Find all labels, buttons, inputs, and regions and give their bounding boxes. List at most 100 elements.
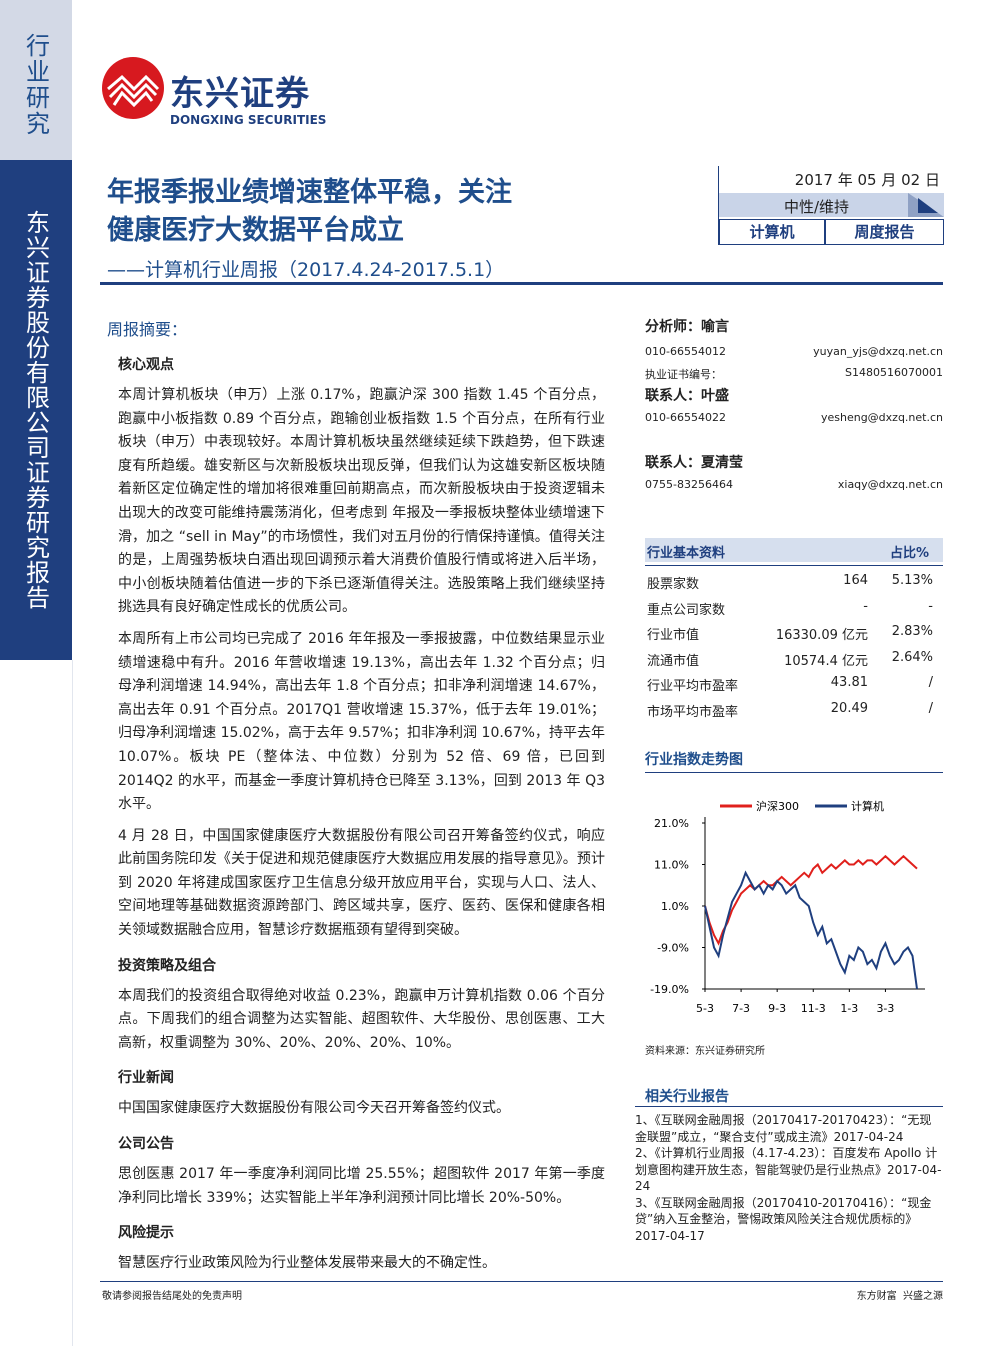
logo-en: DONGXING SECURITIES	[170, 113, 327, 127]
sidebar-top: 行业研究	[0, 0, 72, 160]
paragraph: 4 月 28 日，中国国家健康医疗大数据股份有限公司召开筹备签约仪式，响应此前国…	[118, 827, 605, 939]
rule	[635, 1106, 943, 1107]
table-row: 股票家数 164 5.13%	[645, 569, 943, 593]
role: 联系人：	[645, 455, 701, 471]
chart-title: 行业指数走势图	[645, 752, 743, 768]
related-item: 3、《互联网金融周报（20170410-20170416）：“现金贷”纳入互金整…	[635, 1195, 932, 1243]
paragraph: 智慧医疗行业政策风险为行业整体发展带来最大的不确定性。	[118, 1255, 496, 1272]
logo-mark	[102, 57, 164, 119]
section-title: 投资策略及组合	[118, 957, 216, 974]
rating-corner	[908, 193, 944, 217]
series-line	[704, 870, 918, 990]
rating-bar: 中性/维持	[719, 193, 944, 217]
table-row: 市场平均市盈率 20.49 /	[645, 697, 943, 721]
paragraph: 本周所有上市公司均已完成了 2016 年年报及一季报披露，中位数结果显示业绩增速…	[118, 630, 605, 813]
cell: 股票家数	[647, 577, 700, 592]
y-tick-label: 21.0%	[654, 817, 689, 830]
footer-right: 东方财富 兴盛之源	[856, 1291, 943, 1302]
table-row: 行业市值 16330.09 亿元 2.83%	[645, 620, 943, 644]
role: 联系人：	[645, 388, 701, 404]
x-tick-label: 11-3	[801, 1002, 826, 1015]
analyst-name: 分析师：喻言	[645, 316, 943, 336]
x-tick-label: 3-3	[876, 1002, 894, 1015]
section-title: 风险提示	[118, 1225, 174, 1242]
cell: 2.64%	[891, 649, 933, 665]
cell: 16330.09 亿元	[775, 628, 868, 643]
paragraph: 思创医惠 2017 年一季度净利润同比增 25.55%；超图软件 2017 年第…	[118, 1166, 605, 1206]
rule	[645, 565, 943, 566]
y-tick-label: -19.0%	[650, 983, 689, 996]
cell: 10574.4 亿元	[784, 653, 868, 669]
tag: 周度报告	[825, 219, 944, 245]
footer-left: 敬请参阅报告结尾处的免责声明	[102, 1291, 242, 1302]
section-title: 行业新闻	[118, 1070, 174, 1087]
logo-cn: 东兴证券	[170, 74, 310, 114]
summary-body: 核心观点本周计算机板块（申万）上涨 0.17%，跑赢沪深 300 指数 1.45…	[118, 342, 605, 1284]
y-tick-label: 1.0%	[661, 900, 689, 913]
cell: 市场平均市盈率	[647, 704, 739, 720]
y-tick-label: -9.0%	[657, 942, 689, 955]
cell: 164	[843, 573, 868, 588]
subtitle: ——计算机行业周报（2017.4.24-2017.5.1）	[107, 259, 505, 281]
sidebar-bottom-text: 东兴证券股份有限公司证券研究报告	[21, 210, 50, 610]
cert-label: 执业证书编号：	[645, 368, 722, 381]
phone: 010-66554012	[645, 345, 726, 358]
title-line: 年报季报业绩增速整体平稳，关注	[107, 177, 512, 208]
x-tick-label: 7-3	[732, 1002, 750, 1015]
related-item: 1、《互联网金融周报（20170417-20170423）：“无现金联盟”成立，…	[635, 1113, 932, 1144]
related-list: 1、《互联网金融周报（20170417-20170423）：“无现金联盟”成立，…	[635, 1112, 943, 1244]
x-tick-label: 9-3	[768, 1002, 786, 1015]
analyst-name: 联系人：叶盛	[645, 385, 729, 405]
paragraph: 本周计算机板块（申万）上涨 0.17%，跑赢沪深 300 指数 1.45 个百分…	[118, 387, 605, 616]
email: xiaqy@dxzq.net.cn	[837, 478, 943, 491]
x-tick-label: 1-3	[840, 1002, 858, 1015]
rule	[645, 772, 943, 773]
phone: 0755-83256464	[645, 478, 733, 491]
cell: /	[928, 675, 933, 690]
name: 夏清莹	[701, 455, 743, 471]
table-row: 重点公司家数 - -	[645, 595, 943, 619]
cell: /	[928, 700, 933, 716]
section-title: 核心观点	[118, 357, 174, 373]
footer-rule	[100, 1281, 943, 1282]
table-row: 流通市值 10574.4 亿元 2.64%	[645, 646, 943, 670]
sidebar-line	[72, 660, 73, 1346]
cell: 行业平均市盈率	[647, 679, 739, 694]
legend-label: 沪深300	[756, 799, 799, 813]
cell: 流通市值	[647, 653, 700, 669]
name: 喻言	[701, 319, 729, 335]
date: 2017 年 05 月 02 日	[794, 171, 940, 189]
cell: 5.13%	[891, 573, 933, 588]
header-cell: 行业基本资料	[647, 546, 726, 561]
role: 分析师：	[645, 319, 701, 335]
table-row: 行业平均市盈率 43.81 /	[645, 671, 943, 695]
name: 叶盛	[701, 388, 729, 404]
cell: 43.81	[830, 675, 868, 690]
cell: 2.83%	[891, 624, 933, 639]
rating: 中性/维持	[783, 198, 850, 216]
header-cell: 占比%	[889, 546, 929, 561]
email: yuyan_yjs@dxzq.net.cn	[813, 345, 943, 358]
chart-source: 资料来源：东兴证券研究所	[645, 1046, 765, 1057]
email: yesheng@dxzq.net.cn	[820, 411, 943, 424]
section-title: 公司公告	[118, 1136, 174, 1153]
cert: S1480516070001	[845, 366, 943, 379]
cell: -	[928, 598, 933, 614]
sidebar-bottom: 东兴证券股份有限公司证券研究报告	[0, 160, 72, 660]
cell: 重点公司家数	[647, 602, 726, 618]
paragraph: 中国国家健康医疗大数据股份有限公司今天召开筹备签约仪式。	[118, 1100, 510, 1117]
phone: 010-66554022	[645, 411, 726, 424]
tag: 计算机	[719, 219, 825, 245]
sidebar-top-text: 行业研究	[21, 33, 50, 137]
cell: 20.49	[830, 700, 868, 716]
related-item: 2、《计算机行业周报（4.17-4.23）：百度发布 Apollo 计划意图构建…	[635, 1146, 942, 1193]
table-header: 行业基本资料 占比%	[645, 538, 943, 562]
x-tick-label: 5-3	[696, 1002, 714, 1015]
paragraph: 本周我们的投资组合取得绝对收益 0.23%，跑赢申万计算机指数 0.06 个百分…	[118, 987, 605, 1051]
series-line	[704, 854, 918, 946]
y-tick-label: 11.0%	[654, 859, 689, 872]
cell: -	[863, 598, 868, 614]
cell: 行业市值	[647, 628, 700, 643]
info-box: 2017 年 05 月 02 日 中性/维持 计算机 周度报告	[718, 166, 944, 245]
